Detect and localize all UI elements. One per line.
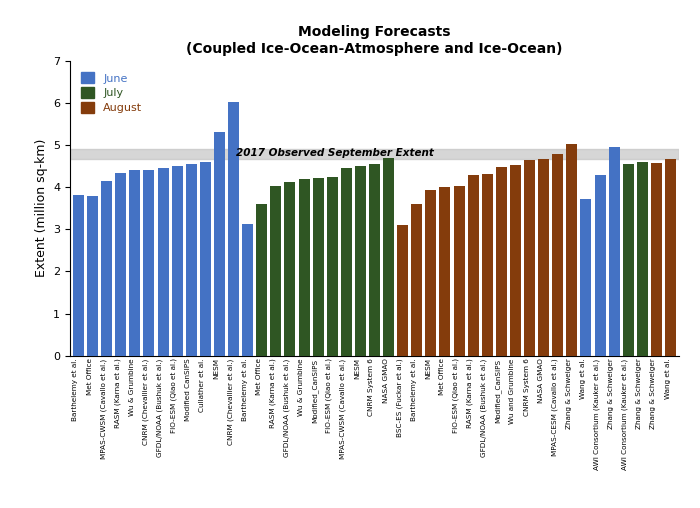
Bar <box>580 199 592 356</box>
Bar <box>552 154 564 356</box>
Bar <box>73 195 84 356</box>
Bar <box>313 178 323 356</box>
Bar <box>327 177 337 356</box>
Bar <box>412 204 422 356</box>
Bar <box>440 187 451 356</box>
Bar <box>298 179 309 356</box>
Bar <box>496 167 507 356</box>
Bar <box>623 164 634 356</box>
Y-axis label: Extent (million sq-km): Extent (million sq-km) <box>34 139 48 277</box>
Bar <box>284 182 295 356</box>
Text: 2017 Observed September Extent: 2017 Observed September Extent <box>237 148 434 158</box>
Bar <box>199 162 211 356</box>
Bar <box>524 160 535 356</box>
Bar <box>214 132 225 356</box>
Bar <box>355 166 366 356</box>
Bar <box>102 181 112 356</box>
Bar <box>482 174 493 356</box>
Bar <box>144 170 155 356</box>
Bar <box>454 186 465 356</box>
Bar <box>130 170 140 356</box>
Bar <box>665 158 676 356</box>
Bar <box>172 166 183 356</box>
Bar <box>242 224 253 356</box>
Bar <box>116 173 126 356</box>
Bar <box>538 158 550 356</box>
Bar <box>228 102 239 356</box>
Bar <box>87 197 98 356</box>
Bar <box>341 168 352 356</box>
Bar <box>270 186 281 356</box>
Bar <box>186 164 197 356</box>
Bar <box>426 190 436 356</box>
Bar <box>594 175 606 356</box>
Bar <box>256 204 267 356</box>
Bar <box>651 163 662 356</box>
Bar <box>510 165 521 356</box>
Bar <box>637 162 648 356</box>
Title: Modeling Forecasts
(Coupled Ice-Ocean-Atmosphere and Ice-Ocean): Modeling Forecasts (Coupled Ice-Ocean-At… <box>186 25 563 56</box>
Legend: June, July, August: June, July, August <box>76 67 148 119</box>
Bar <box>70 148 679 158</box>
Bar <box>383 158 394 356</box>
Bar <box>609 147 620 356</box>
Bar <box>397 225 408 356</box>
Bar <box>566 144 578 356</box>
Bar <box>158 168 169 356</box>
Bar <box>369 164 380 356</box>
Bar <box>468 175 479 356</box>
